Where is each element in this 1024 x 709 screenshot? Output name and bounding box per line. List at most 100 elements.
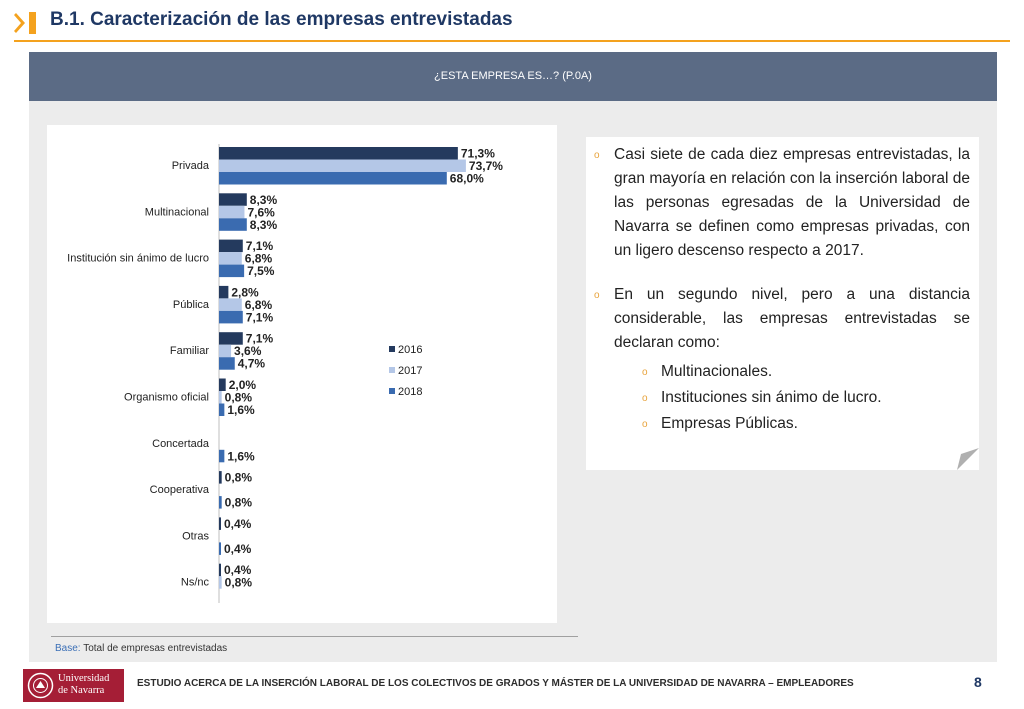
panel-header: ¿ESTA EMPRESA ES…? (P.0A) xyxy=(29,52,997,101)
data-label: 7,1% xyxy=(246,239,274,253)
data-label: 0,4% xyxy=(224,517,252,531)
sub-bullet-text: Multinacionales. xyxy=(661,363,773,380)
bar-2017 xyxy=(219,205,245,219)
panel-header-title: ¿ESTA EMPRESA ES…? (P.0A) xyxy=(434,70,592,82)
bar-2016 xyxy=(219,378,226,391)
bullet-marker-icon: o xyxy=(642,367,648,378)
data-label: 8,3% xyxy=(250,193,278,207)
bar-2016 xyxy=(219,563,221,577)
base-note-value: Total de empresas entrevistadas xyxy=(83,643,228,654)
chevron-bar-icon xyxy=(14,12,36,34)
data-label: 2,8% xyxy=(231,285,259,299)
bar-2017 xyxy=(219,298,242,311)
category-label: Privada xyxy=(172,160,210,172)
text-card xyxy=(586,137,979,470)
university-logo: Universidad de Navarra xyxy=(23,669,124,702)
data-label: 8,3% xyxy=(250,218,278,232)
logo-line-1: Universidad xyxy=(58,673,110,684)
bar-2018 xyxy=(219,542,221,555)
sub-bullet-text: Empresas Públicas. xyxy=(661,415,798,432)
bar-2016 xyxy=(219,471,222,484)
category-label: Multinacional xyxy=(145,206,209,218)
bar-2017 xyxy=(219,391,222,404)
summary-text: o Casi siete de cada diez empresas entre… xyxy=(594,143,970,437)
bar-2016 xyxy=(219,193,247,206)
data-label: 6,8% xyxy=(245,252,273,266)
category-label: Organismo oficial xyxy=(124,392,209,404)
page-title: B.1. Caracterización de las empresas ent… xyxy=(50,9,513,30)
page-fold-icon xyxy=(957,448,979,470)
bar-2018 xyxy=(219,449,225,463)
bullet-text: Casi siete de cada diez empresas entrevi… xyxy=(614,146,970,259)
seal-icon xyxy=(27,672,54,699)
data-label: 71,3% xyxy=(461,147,495,161)
data-label: 3,6% xyxy=(234,344,262,358)
bar-2018 xyxy=(219,264,245,278)
bar-2018 xyxy=(219,357,235,370)
footer-study-title: ESTUDIO ACERCA DE LA INSERCIÓN LABORAL D… xyxy=(137,678,854,689)
bullet-2: o En un segundo nivel, pero a una distan… xyxy=(594,283,970,355)
bar-2017 xyxy=(219,576,222,589)
data-label: 2,0% xyxy=(229,378,257,392)
legend-label: 2017 xyxy=(398,365,422,377)
data-label: 0,4% xyxy=(224,542,252,556)
data-label: 7,1% xyxy=(246,332,274,346)
data-label: 7,5% xyxy=(247,264,275,278)
category-label: Otras xyxy=(182,530,209,542)
sub-bullet-1: o Multinacionales. xyxy=(594,359,970,385)
legend-label: 2018 xyxy=(398,386,422,398)
legend-label: 2016 xyxy=(398,344,422,356)
sub-bullet-3: o Empresas Públicas. xyxy=(594,411,970,437)
chart-card xyxy=(47,125,557,623)
data-label: 0,8% xyxy=(225,391,253,405)
page-number: 8 xyxy=(974,674,982,690)
category-label: Ns/nc xyxy=(181,577,210,589)
bar-2016 xyxy=(219,239,243,253)
category-label: Institución sin ánimo de lucro xyxy=(67,253,209,265)
data-label: 68,0% xyxy=(450,172,484,186)
bar-2017 xyxy=(219,252,242,265)
data-label: 0,4% xyxy=(224,563,252,577)
category-label: Familiar xyxy=(170,345,209,357)
sub-bullet-text: Instituciones sin ánimo de lucro. xyxy=(661,389,882,406)
bar-2017 xyxy=(219,344,232,358)
bullet-1: o Casi siete de cada diez empresas entre… xyxy=(594,143,970,263)
legend-swatch xyxy=(389,367,395,373)
bar-2018 xyxy=(219,496,222,509)
bar-2017 xyxy=(219,159,466,172)
logo-wordmark: Universidad de Navarra xyxy=(58,673,109,697)
bar-2018 xyxy=(219,403,225,416)
data-label: 1,6% xyxy=(227,403,255,417)
data-label: 4,7% xyxy=(238,357,266,371)
base-note-label: Base: xyxy=(55,643,81,654)
bar-2016 xyxy=(219,517,221,530)
category-label: Cooperativa xyxy=(150,484,210,496)
bar-2018 xyxy=(219,218,247,231)
bullet-marker-icon: o xyxy=(594,290,600,301)
bar-2016 xyxy=(219,332,243,345)
bullet-marker-icon: o xyxy=(594,150,600,161)
bullet-marker-icon: o xyxy=(642,393,648,404)
data-label: 6,8% xyxy=(245,298,273,312)
title-underline xyxy=(14,40,1010,42)
base-note: Base: Total de empresas entrevistadas xyxy=(55,643,227,654)
category-label: Pública xyxy=(173,299,210,311)
data-label: 73,7% xyxy=(469,159,503,173)
bar-2018 xyxy=(219,310,243,324)
logo-line-2: de Navarra xyxy=(58,685,105,696)
data-label: 7,1% xyxy=(246,310,274,324)
legend-swatch xyxy=(389,346,395,352)
data-label: 0,8% xyxy=(225,576,253,590)
legend-swatch xyxy=(389,388,395,394)
bullet-text: En un segundo nivel, pero a una distanci… xyxy=(614,286,970,351)
data-label: 0,8% xyxy=(225,471,253,485)
bar-2018 xyxy=(219,172,447,185)
category-label: Concertada xyxy=(152,438,210,450)
bar-2016 xyxy=(219,147,458,160)
base-divider xyxy=(51,636,578,637)
title-bar: B.1. Caracterización de las empresas ent… xyxy=(0,0,1024,44)
bar-2016 xyxy=(219,285,229,299)
bullet-marker-icon: o xyxy=(642,419,648,430)
data-label: 0,8% xyxy=(225,496,253,510)
